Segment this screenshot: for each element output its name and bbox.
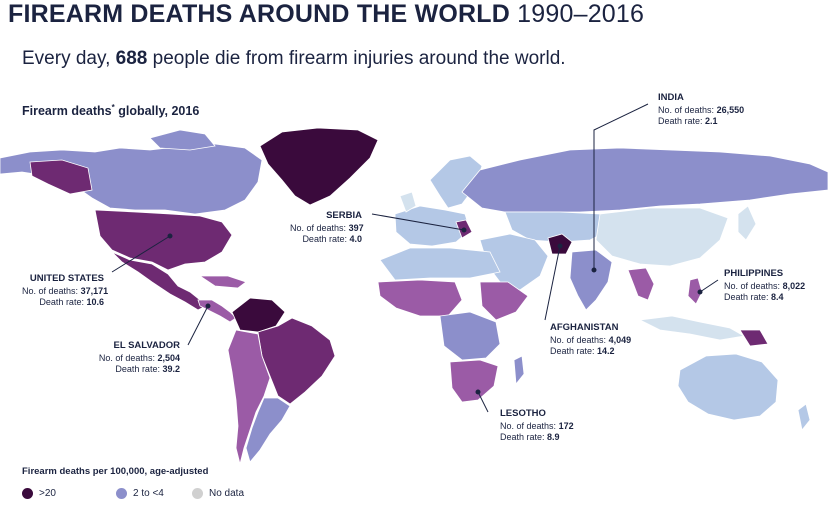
- callout-lesotho: LESOTHO No. of deaths: 172 Death rate: 8…: [500, 408, 574, 442]
- lesotho-leader: [477, 391, 489, 413]
- caribbean-region: [198, 275, 247, 289]
- alaska-region: [29, 159, 93, 195]
- legend-item-no-data: No data: [192, 488, 244, 499]
- serbia-marker: [461, 227, 467, 233]
- uk-region: [399, 191, 417, 213]
- philippines-region: [687, 277, 703, 305]
- india-marker: [591, 267, 597, 273]
- el-salvador-marker: [205, 303, 211, 309]
- horn-africa-region: [479, 281, 529, 321]
- legend-title: Firearm deaths per 100,000, age-adjusted: [22, 466, 209, 477]
- southern-cone-region: [245, 397, 291, 463]
- indonesia-region: [638, 315, 746, 341]
- canada-islands: [149, 129, 216, 151]
- afghanistan-marker: [557, 243, 563, 249]
- madagascar-region: [513, 355, 525, 386]
- legend-label: >20: [39, 488, 56, 499]
- subtitle: Every day, 688 people die from firearm i…: [22, 48, 566, 69]
- legend-label: No data: [209, 488, 245, 499]
- india-leader: [593, 103, 649, 270]
- legend-swatch: [22, 488, 33, 499]
- lesotho-marker: [475, 389, 481, 395]
- united-states-marker: [167, 233, 173, 239]
- callout-serbia: SERBIA No. of deaths: 397 Death rate: 4.…: [290, 210, 364, 244]
- united-states-leader: [111, 235, 171, 273]
- brazil-region: [257, 317, 336, 405]
- china-region: [595, 207, 729, 267]
- central-africa-region: [439, 311, 501, 361]
- el-salvador-leader: [187, 305, 209, 346]
- greenland-region: [259, 127, 379, 206]
- venezuela-colombia-region: [231, 297, 286, 333]
- legend-item-mid: 2 to <4: [116, 488, 164, 499]
- philippines-marker: [697, 289, 703, 295]
- callout-el-salvador: EL SALVADOR No. of deaths: 2,504 Death r…: [98, 340, 180, 374]
- png-region: [739, 329, 769, 347]
- legend-swatch: [116, 488, 127, 499]
- west-africa-region: [377, 279, 463, 317]
- philippines-leader: [699, 279, 719, 293]
- central-asia-region: [504, 211, 611, 243]
- russia-region: [461, 147, 828, 213]
- new-zealand-region: [797, 403, 811, 431]
- japan-region: [737, 205, 757, 241]
- page-title: FIREARM DEATHS AROUND THE WORLD 1990–201…: [8, 0, 645, 28]
- legend-label: 2 to <4: [133, 488, 164, 499]
- southern-africa-region: [449, 359, 499, 403]
- callout-india: INDIA No. of deaths: 26,550 Death rate: …: [658, 92, 745, 126]
- serbia-leader: [371, 213, 465, 231]
- map-heading: Firearm deaths* globally, 2016: [22, 103, 200, 119]
- callout-philippines: PHILIPPINES No. of deaths: 8,022 Death r…: [724, 268, 806, 302]
- legend-item-very-high: >20: [22, 488, 56, 499]
- legend-swatch: [192, 488, 203, 499]
- andes-region: [227, 329, 271, 465]
- callout-united-states: UNITED STATES No. of deaths: 37,171 Deat…: [22, 273, 109, 307]
- callout-leaders: [111, 103, 719, 413]
- central-america-region: [197, 299, 237, 323]
- india-region: [569, 249, 613, 311]
- australia-region: [677, 353, 779, 421]
- callout-afghanistan: AFGHANISTAN No. of deaths: 4,049 Death r…: [550, 322, 632, 356]
- southeast-asia-region: [627, 267, 655, 301]
- afghanistan-leader: [544, 245, 561, 321]
- north-africa-region: [379, 247, 501, 281]
